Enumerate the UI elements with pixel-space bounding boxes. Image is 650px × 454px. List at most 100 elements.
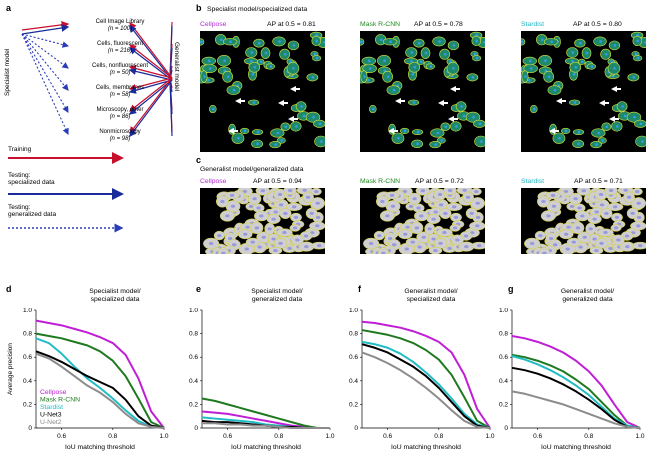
pointer-arrow-0 [556, 98, 566, 104]
bright-nucleus-50 [273, 210, 278, 214]
bright-nucleus-46 [564, 232, 569, 236]
nucleus-0 [601, 139, 605, 142]
chart-e: 0 0.2 0.4 0.6 0.8 1.0 0.6 0.8 1.0 IoU matching th… [189, 308, 335, 451]
nucleus-50 [229, 40, 232, 44]
gen-fan-red-3 [128, 77, 173, 91]
c-cellpose-name: Cellpose [200, 178, 227, 185]
nucleus-51 [292, 44, 296, 47]
nucleus-16 [410, 51, 414, 54]
series-u-net2 [361, 351, 491, 429]
series-mask-r-cnn [201, 397, 330, 429]
nucleus-56 [269, 65, 273, 68]
gen-fan-red-0 [129, 22, 173, 79]
nucleus-49 [313, 52, 317, 56]
pointer-arrow-2 [448, 116, 458, 122]
bright-nucleus-62 [315, 224, 320, 228]
bright-nucleus-18 [408, 204, 414, 208]
x-axis-label: IoU matching threshold [231, 444, 301, 451]
nucleus-3 [276, 131, 280, 135]
bright-nucleus-54 [455, 238, 460, 242]
bright-nucleus-81 [608, 188, 614, 192]
bright-nucleus-79 [452, 205, 457, 209]
bright-nucleus-65 [580, 214, 585, 218]
bright-nucleus-6 [417, 245, 422, 249]
nucleus-54 [223, 59, 226, 63]
nucleus-9 [366, 79, 370, 82]
x-tick-label: 1.0 [485, 433, 494, 440]
nucleus-63 [528, 59, 532, 63]
gen-fan-blue-1 [129, 47, 173, 81]
gen-fan-blue-0 [129, 25, 173, 81]
bright-nucleus-34 [566, 225, 571, 229]
b-cellpose-image [200, 31, 325, 152]
nucleus-57 [636, 56, 640, 60]
nucleus-63 [207, 59, 211, 63]
bright-nucleus-82 [410, 240, 415, 244]
gen-fan-blue-5 [129, 79, 173, 137]
chart-f-title: Generalist model/ specialized data [404, 288, 458, 303]
nucleus-64 [521, 40, 524, 44]
y-tick-label: 0.4 [349, 378, 358, 385]
bright-nucleus-61 [416, 206, 421, 210]
b-cellpose-ap: AP at 0.5 = 0.81 [267, 21, 316, 28]
b-cellpose-name: Cellpose [200, 21, 227, 28]
bright-nucleus-2 [475, 215, 481, 219]
y-tick-label: 0.6 [349, 354, 358, 361]
bright-nucleus-67 [427, 227, 432, 231]
bright-nucleus-35 [303, 234, 309, 238]
panel-e-label: e [196, 284, 202, 294]
c-stardist-name: Stardist [521, 178, 545, 185]
nucleus-69 [412, 101, 416, 104]
y-tick-label: 0 [194, 425, 198, 432]
b-stardist-ap: AP at 0.5 = 0.80 [573, 21, 622, 28]
nucleus-53 [524, 75, 527, 78]
bright-nucleus-25 [252, 197, 257, 201]
nucleus-69 [573, 101, 577, 104]
nucleus-63 [367, 59, 371, 63]
bright-nucleus-30 [599, 203, 605, 207]
bright-nucleus-85 [316, 244, 322, 248]
nucleus-22 [418, 41, 421, 45]
bright-nucleus-82 [250, 240, 255, 244]
x-tick-label: 0.8 [274, 433, 283, 440]
bright-nucleus-62 [475, 224, 480, 228]
bright-nucleus-84 [465, 195, 471, 199]
nucleus-15 [386, 75, 390, 79]
legend-u-net3: U-Net3 [40, 412, 62, 419]
bright-nucleus-69 [603, 231, 608, 235]
pointer-arrow-2 [288, 116, 298, 122]
legend-stardist: Stardist [40, 404, 63, 411]
nucleus-28 [315, 39, 319, 43]
nucleus-18 [403, 129, 407, 133]
nucleus-18 [564, 129, 568, 133]
legend-cellpose: Cellpose [40, 389, 67, 396]
nucleus-37 [219, 38, 223, 42]
bright-nucleus-53 [271, 217, 276, 221]
bright-nucleus-25 [412, 197, 417, 201]
c-maskrcnn-name: Mask R-CNN [360, 178, 401, 185]
nucleus-30 [449, 60, 452, 63]
nucleus-20 [208, 67, 212, 70]
c-maskrcnn-ap: AP at 0.5 = 0.72 [415, 178, 464, 185]
nucleus-68 [318, 122, 322, 126]
nucleus-52 [472, 115, 475, 119]
bright-nucleus-18 [569, 204, 575, 208]
bright-nucleus-4 [453, 215, 459, 219]
x-axis-label: IoU matching threshold [391, 444, 461, 451]
bright-nucleus-77 [292, 226, 298, 230]
nucleus-41 [585, 51, 589, 55]
x-tick-label: 1.0 [325, 433, 334, 440]
gen-fan-blue-3 [128, 79, 173, 94]
c-cellpose-image [200, 188, 325, 254]
chart-g-title: Generalist model/ generalized data [560, 288, 615, 303]
spec-gen-arrow-1 [21, 33, 70, 48]
gen-fan-blue-4 [129, 79, 173, 115]
pointer-arrow-4 [549, 128, 559, 134]
bright-nucleus-51 [277, 193, 283, 197]
bright-nucleus-72 [529, 242, 535, 246]
nucleus-64 [200, 40, 203, 44]
bright-nucleus-88 [389, 193, 395, 197]
nucleus-12 [558, 136, 561, 140]
nucleus-39 [471, 76, 475, 79]
y-tick-label: 1.0 [23, 308, 32, 314]
